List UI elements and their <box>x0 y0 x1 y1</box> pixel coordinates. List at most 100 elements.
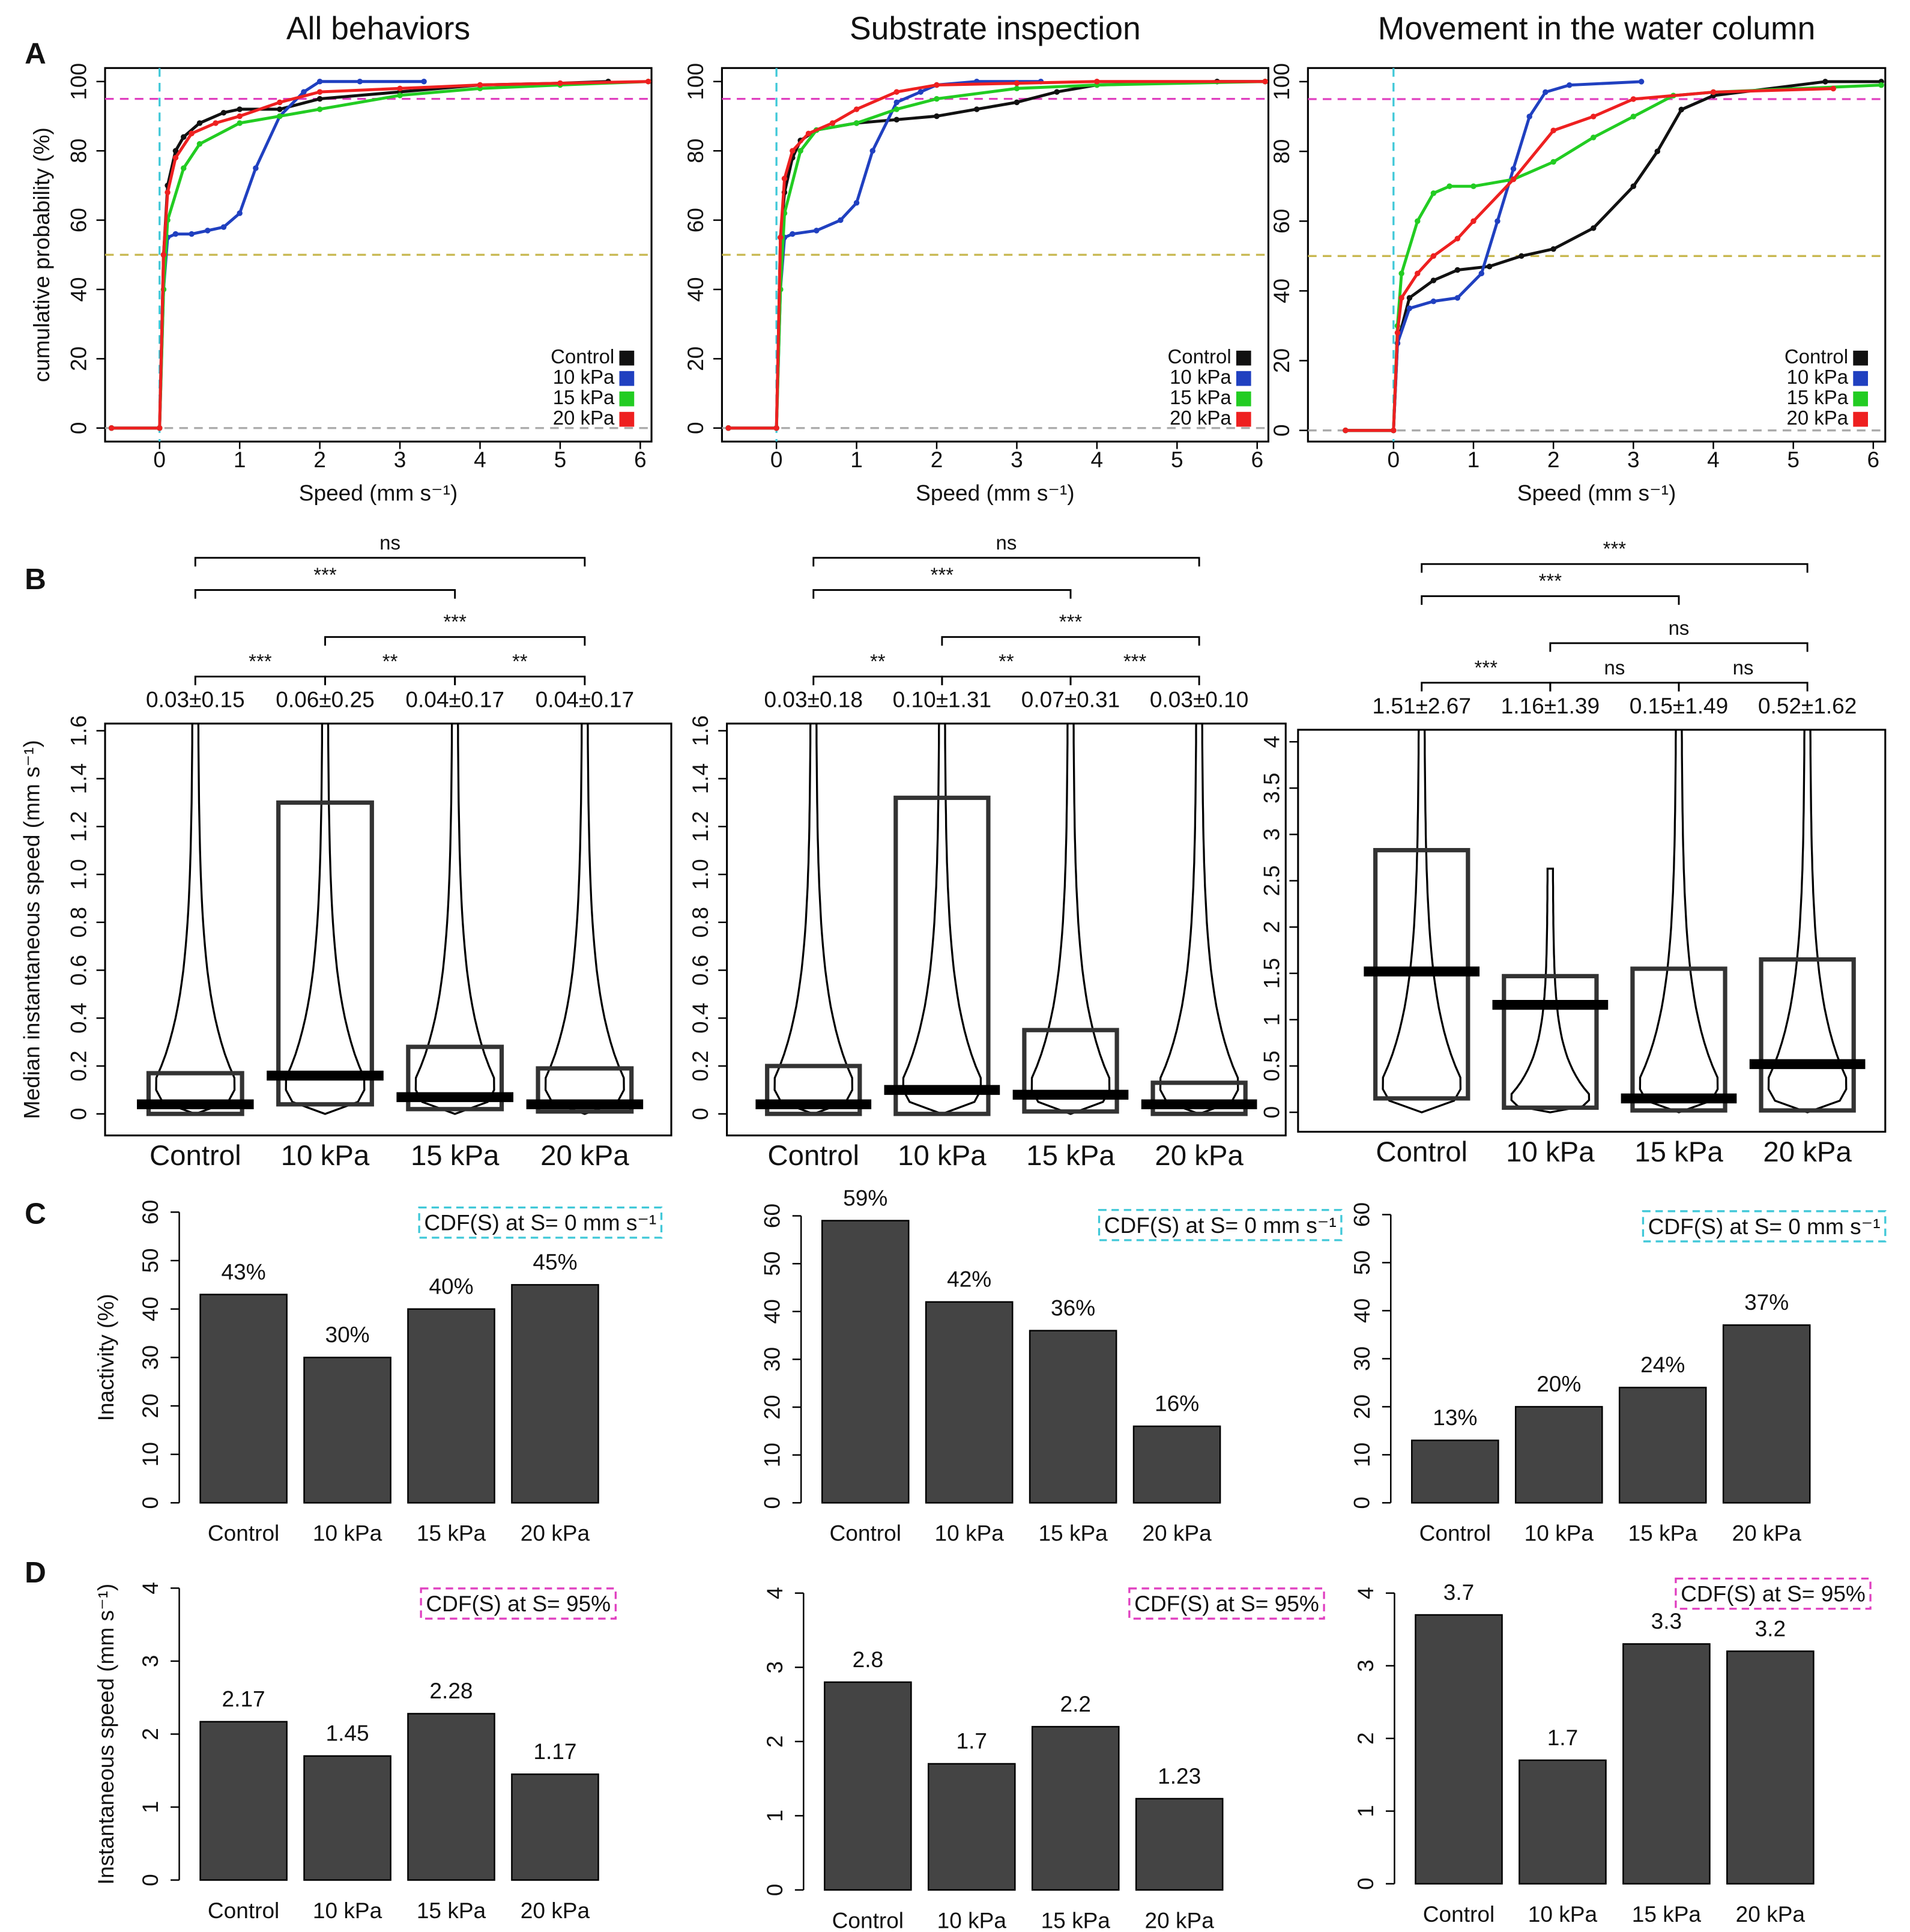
legend-swatch <box>1853 391 1868 407</box>
x-tick-label: 0 <box>770 447 783 472</box>
significance-bracket <box>941 636 1200 646</box>
x-tick-label: 2 <box>1547 447 1560 472</box>
cdf-point <box>237 113 243 120</box>
value-label: 40% <box>429 1273 473 1298</box>
significance-bracket <box>1069 676 1200 685</box>
value-label: 45% <box>533 1249 577 1274</box>
cdf-point <box>853 120 860 126</box>
cdf-point <box>477 82 483 88</box>
legend-swatch <box>619 391 635 407</box>
y-tick-label: 100 <box>66 63 91 100</box>
cdf-point <box>1486 263 1493 270</box>
cdf-point <box>160 252 167 258</box>
cdf-point <box>165 189 171 196</box>
cdf-point <box>213 120 219 126</box>
box <box>1630 966 1727 1113</box>
y-tick-label: 0.6 <box>688 955 713 986</box>
value-label: 36% <box>1051 1295 1095 1320</box>
y-tick-label: 50 <box>760 1252 785 1276</box>
value-label: 1.23 <box>1158 1763 1201 1788</box>
cdf-point <box>1398 295 1404 301</box>
cdf-point <box>773 425 779 431</box>
significance-bracket <box>1421 682 1552 692</box>
bar <box>925 1301 1014 1504</box>
plot-area <box>722 68 1269 442</box>
x-tick-label: 1 <box>234 447 246 472</box>
violin <box>1510 867 1591 1113</box>
cdf-point <box>725 425 731 431</box>
cdf-point <box>1630 96 1637 102</box>
significance-label: *** <box>931 563 954 586</box>
cdf-point <box>1415 270 1421 277</box>
y-tick-label: 40 <box>683 277 708 301</box>
violin <box>902 723 982 1115</box>
cdf-point <box>1094 79 1100 85</box>
violin <box>1030 723 1111 1115</box>
cdf-point <box>790 231 796 237</box>
panel-label: A <box>25 37 46 70</box>
cdf-point <box>397 85 403 92</box>
y-tick-label: 1.2 <box>66 811 91 843</box>
plot-area <box>137 723 644 1116</box>
y-tick-label: 20 <box>138 1393 163 1418</box>
y-tick-label: 1.5 <box>1259 958 1284 989</box>
annotation: CDF(S) at S= 95% <box>426 1591 611 1616</box>
cdf-point <box>1454 295 1461 301</box>
summary-label: 0.06±0.25 <box>276 687 375 712</box>
x-tick-label: 20 kPa <box>521 1521 590 1546</box>
y-tick-label: 0.6 <box>66 955 91 986</box>
legend-swatch <box>1236 371 1251 386</box>
cdf-point <box>1550 159 1556 165</box>
cdf-point <box>934 95 940 102</box>
significance-bracket <box>812 557 1200 567</box>
y-tick-label: 10 <box>760 1443 785 1467</box>
cdf-point <box>934 82 940 88</box>
cdf-point <box>1494 218 1500 224</box>
bar <box>1031 1725 1120 1891</box>
cdf-point <box>893 89 900 95</box>
cdf-point <box>917 89 924 95</box>
plot-frame <box>104 722 672 1137</box>
y-tick-label: 1.0 <box>66 859 91 890</box>
cdf-point <box>893 106 900 112</box>
significance-bracket <box>194 589 456 599</box>
cdf-point <box>1630 114 1637 120</box>
y-tick-label: 2 <box>138 1728 163 1740</box>
cdf-point <box>181 134 187 140</box>
y-tick-label: 40 <box>1349 1298 1374 1323</box>
legend-swatch <box>1236 391 1251 407</box>
significance-bracket <box>941 676 1072 685</box>
summary-label: 0.07±0.31 <box>1021 687 1120 712</box>
bar <box>199 1294 288 1504</box>
bar <box>1622 1643 1711 1885</box>
cdf-point <box>1543 89 1549 95</box>
x-tick-label: 5 <box>1171 447 1183 472</box>
cdf-point <box>1430 190 1437 196</box>
y-tick-label: 3.5 <box>1259 773 1284 804</box>
cdf-point <box>838 217 844 223</box>
value-label: 13% <box>1433 1405 1477 1430</box>
cdf-point <box>973 106 980 112</box>
cdf-point <box>1454 267 1461 273</box>
significance-bracket <box>812 676 943 685</box>
x-tick-label: 5 <box>554 447 567 472</box>
y-tick-label: 1.6 <box>66 715 91 746</box>
y-tick-label: 30 <box>760 1347 785 1372</box>
value-label: 2.2 <box>1060 1691 1091 1716</box>
y-tick-label: 1 <box>1259 1014 1284 1026</box>
y-tick-label: 2 <box>1259 921 1284 933</box>
y-tick-label: 0.5 <box>1259 1050 1284 1082</box>
x-axis-label: Speed (mm s⁻¹) <box>299 480 458 506</box>
cdf-point <box>1262 79 1268 85</box>
y-tick-label: 60 <box>1269 209 1294 234</box>
summary-label: 0.04±0.17 <box>405 687 504 712</box>
x-tick-label: 2 <box>931 447 943 472</box>
y-tick-label: 0 <box>66 422 91 434</box>
bar <box>1415 1614 1503 1885</box>
cdf-point <box>316 89 323 95</box>
violin <box>773 723 854 1115</box>
x-tick-label: 20 kPa <box>1732 1521 1802 1546</box>
x-tick-label: 15 kPa <box>1634 1136 1723 1168</box>
significance-label: *** <box>1475 656 1498 679</box>
x-tick-label: 10 kPa <box>1525 1521 1594 1546</box>
